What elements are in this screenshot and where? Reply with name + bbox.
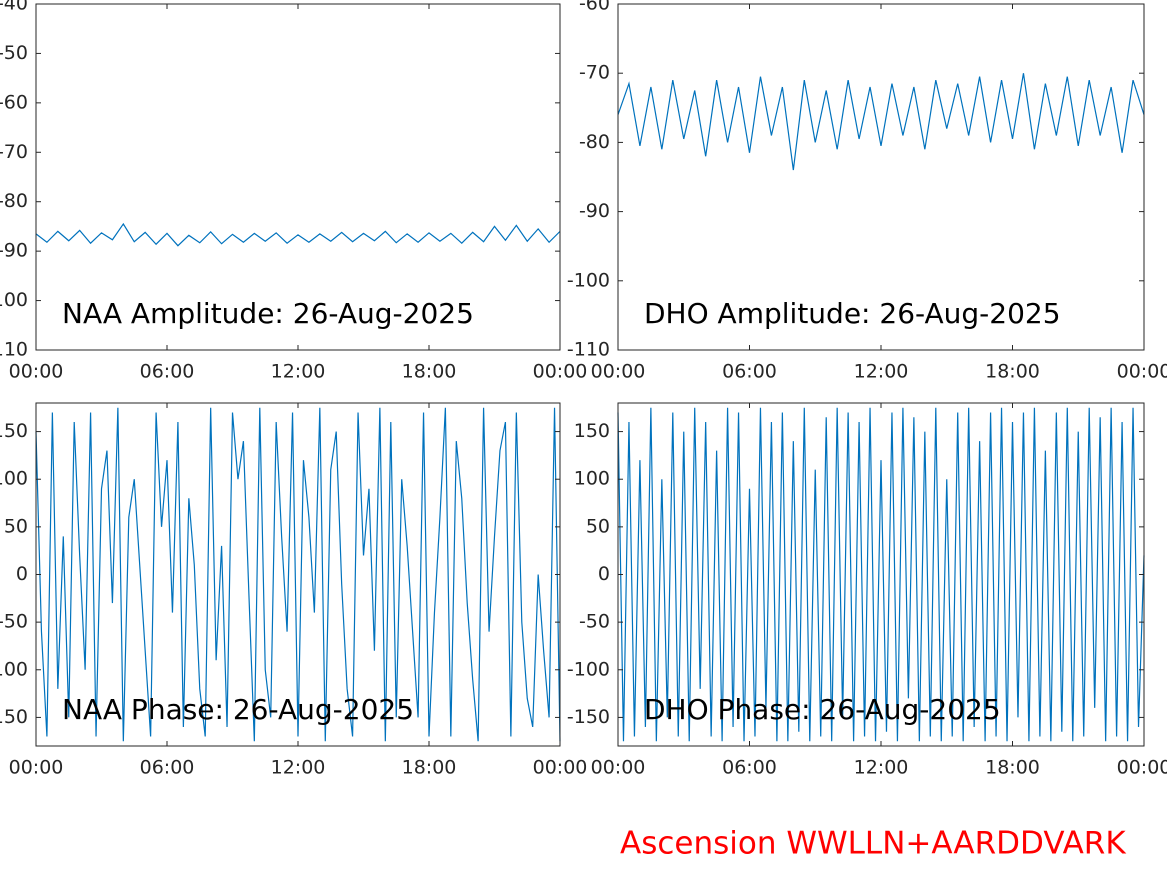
chart-title: DHO Phase: 26-Aug-2025 (644, 693, 1001, 726)
x-tick-label: 00:00 (9, 757, 64, 779)
y-tick-label: 150 (0, 420, 28, 442)
x-tick-label: 06:00 (140, 757, 195, 779)
x-tick-label: 06:00 (722, 361, 777, 383)
y-tick-label: -70 (0, 141, 28, 163)
y-tick-label: -100 (567, 269, 610, 291)
x-tick-label: 00:00 (9, 361, 64, 383)
y-tick-label: -50 (579, 611, 610, 633)
x-tick-label: 06:00 (140, 361, 195, 383)
y-tick-label: -90 (0, 240, 28, 262)
chart-title: DHO Amplitude: 26-Aug-2025 (644, 297, 1061, 330)
y-tick-label: -80 (579, 131, 610, 153)
data-line (35, 222, 561, 247)
y-tick-label: -40 (0, 0, 28, 15)
x-tick-label: 00:00 (591, 757, 646, 779)
y-tick-label: 50 (4, 515, 28, 537)
chart-title: NAA Amplitude: 26-Aug-2025 (62, 297, 474, 330)
x-tick-label: 00:00 (591, 361, 646, 383)
x-tick-label: 00:00 (1117, 757, 1167, 779)
y-tick-label: -90 (579, 200, 610, 222)
y-tick-label: -50 (0, 42, 28, 64)
data-line (617, 73, 1145, 171)
data-line (617, 407, 1145, 742)
x-tick-label: 12:00 (271, 757, 326, 779)
chart-title: NAA Phase: 26-Aug-2025 (62, 693, 414, 726)
footer: Ascension WWLLN+AARDDVARK (620, 826, 1126, 862)
y-tick-label: 50 (586, 515, 610, 537)
x-tick-label: 00:00 (1117, 361, 1167, 383)
x-tick-label: 18:00 (985, 361, 1040, 383)
x-tick-label: 18:00 (985, 757, 1040, 779)
x-tick-label: 18:00 (402, 757, 457, 779)
x-tick-label: 12:00 (854, 757, 909, 779)
x-tick-label: 12:00 (854, 361, 909, 383)
y-tick-label: -150 (0, 706, 28, 728)
y-tick-label: 100 (574, 468, 610, 490)
y-tick-label: -60 (579, 0, 610, 15)
x-tick-label: 06:00 (722, 757, 777, 779)
y-tick-label: -110 (0, 339, 28, 361)
y-tick-label: 100 (0, 468, 28, 490)
y-tick-label: -110 (567, 339, 610, 361)
y-tick-label: -60 (0, 91, 28, 113)
x-tick-label: 00:00 (533, 361, 588, 383)
y-tick-label: -100 (0, 289, 28, 311)
y-tick-label: 0 (16, 563, 28, 585)
y-tick-label: -80 (0, 190, 28, 212)
y-tick-label: -50 (0, 611, 28, 633)
y-tick-label: 150 (574, 420, 610, 442)
y-tick-label: -100 (0, 658, 28, 680)
x-tick-label: 00:00 (533, 757, 588, 779)
data-line (35, 407, 561, 742)
y-tick-label: -100 (567, 658, 610, 680)
y-tick-label: -150 (567, 706, 610, 728)
y-tick-label: -70 (579, 62, 610, 84)
x-tick-label: 18:00 (402, 361, 457, 383)
y-tick-label: 0 (598, 563, 610, 585)
x-tick-label: 12:00 (271, 361, 326, 383)
